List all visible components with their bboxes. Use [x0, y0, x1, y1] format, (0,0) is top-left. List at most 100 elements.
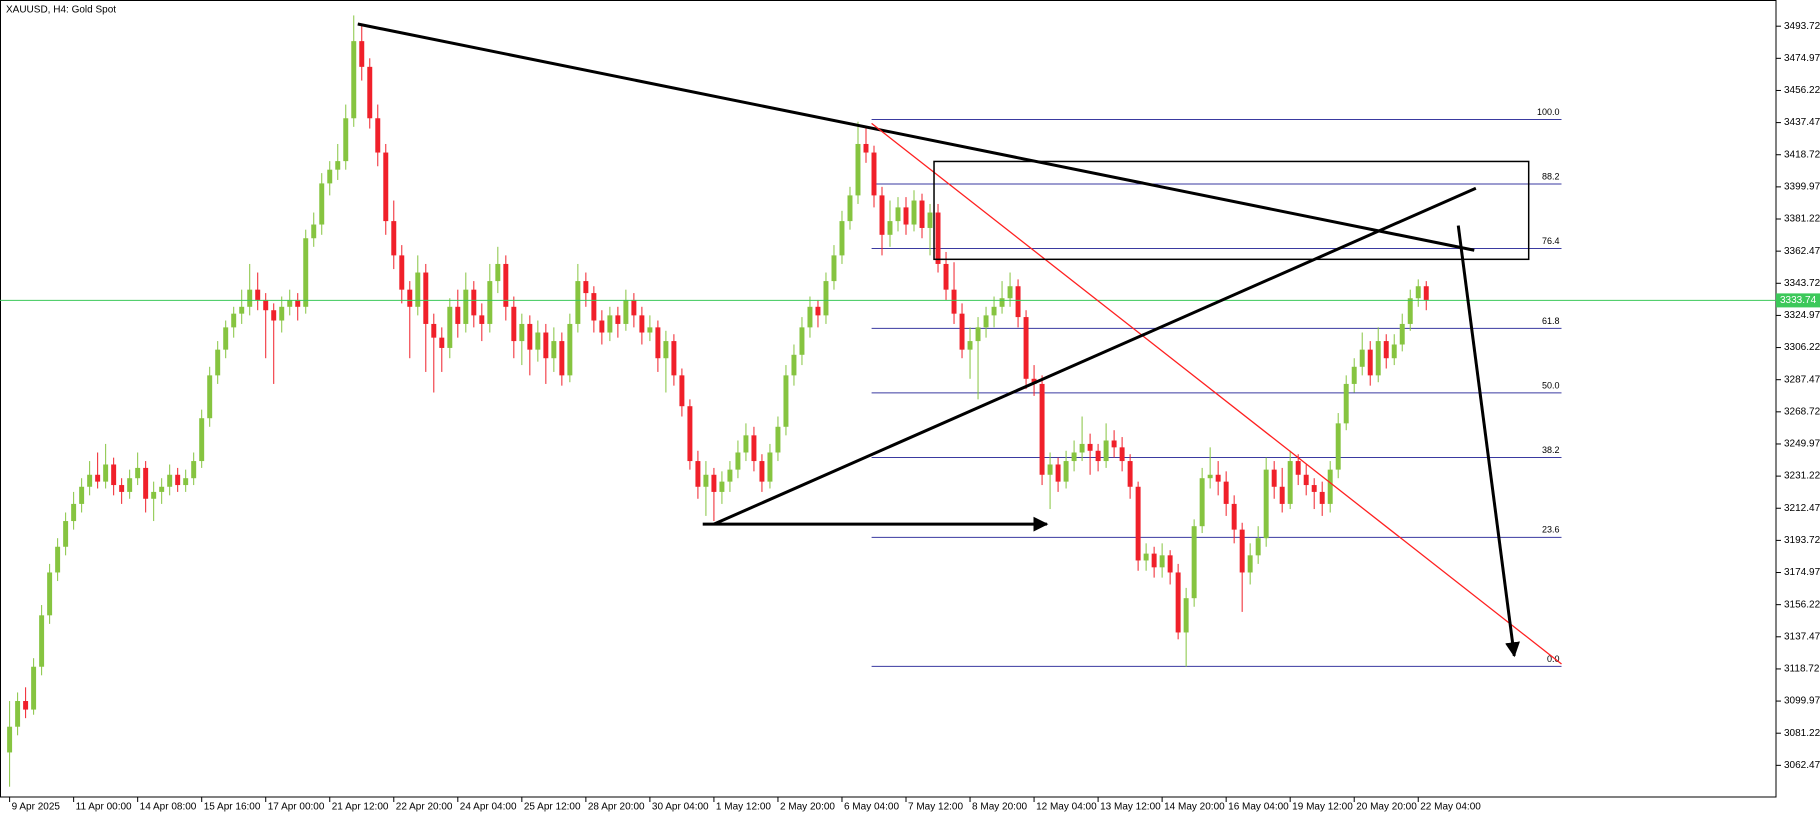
candle-body: [431, 323, 437, 338]
x-tick-label: 20 May 20:00: [1356, 802, 1417, 813]
candle-body: [191, 461, 197, 479]
fib-label: 0.0: [1547, 654, 1560, 664]
y-tick-label: 3268.72: [1784, 406, 1820, 417]
candle-body: [919, 200, 925, 228]
candle-body: [783, 375, 789, 427]
candle-body: [119, 485, 125, 492]
candle-body: [31, 666, 37, 710]
x-tick-label: 22 Apr 20:00: [396, 802, 453, 813]
candle-body: [743, 435, 749, 453]
candle-body: [1047, 464, 1053, 475]
candle-body: [199, 418, 205, 462]
candle-body: [439, 337, 445, 348]
candle-body: [1015, 286, 1021, 318]
candle-body: [1103, 440, 1109, 462]
candle-body: [1191, 526, 1197, 599]
candle-body: [1127, 461, 1133, 487]
candle-body: [663, 341, 669, 359]
candle-body: [527, 323, 533, 350]
candle-body: [1311, 485, 1317, 492]
y-tick-label: 3118.72: [1784, 664, 1820, 675]
x-tick-label: 2 May 20:00: [780, 802, 835, 813]
y-tick-label: 3081.22: [1784, 728, 1820, 739]
candle-body: [1367, 349, 1373, 376]
candle-body: [207, 375, 213, 419]
candle-body: [1039, 383, 1045, 475]
candle-body: [1327, 469, 1333, 504]
trend-line: [871, 122, 1562, 665]
candle-body: [479, 315, 485, 324]
candle-body: [1407, 298, 1413, 324]
x-tick-label: 25 Apr 12:00: [524, 802, 581, 813]
candle-body: [223, 327, 229, 350]
candle-body: [23, 701, 29, 710]
x-tick-label: 8 May 20:00: [972, 802, 1027, 813]
candle-body: [255, 289, 261, 300]
candle-body: [287, 299, 293, 307]
x-tick-label: 12 May 04:00: [1036, 802, 1097, 813]
candle-body: [543, 332, 549, 359]
candle-body: [943, 263, 949, 290]
candle-body: [303, 238, 309, 307]
y-tick-label: 3212.47: [1784, 503, 1820, 514]
candle-body: [351, 41, 357, 119]
candle-body: [847, 195, 853, 222]
candle-body: [831, 255, 837, 282]
candle-body: [1215, 474, 1221, 482]
y-tick-label: 3231.22: [1784, 471, 1820, 482]
y-tick-label: 3362.47: [1784, 246, 1820, 257]
x-tick-label: 15 Apr 16:00: [204, 802, 261, 813]
fib-label: 50.0: [1542, 380, 1560, 390]
fib-label: 23.6: [1542, 525, 1560, 535]
candle-body: [719, 481, 725, 492]
candle-body: [47, 572, 53, 616]
y-tick-label: 3493.72: [1784, 21, 1820, 32]
x-tick-label: 24 Apr 04:00: [460, 802, 517, 813]
fib-label: 88.2: [1542, 171, 1560, 181]
candle-body: [1415, 286, 1421, 299]
candle-body: [855, 143, 861, 196]
candle-body: [991, 306, 997, 316]
candle-body: [1391, 344, 1397, 359]
candle-body: [759, 461, 765, 482]
candle-body: [575, 281, 581, 324]
candle-body: [511, 306, 517, 342]
candle-body: [1383, 341, 1389, 359]
candle-body: [967, 341, 973, 350]
candle-body: [839, 221, 845, 256]
candle-body: [1303, 474, 1309, 486]
candle-body: [359, 41, 365, 67]
candle-body: [567, 323, 573, 376]
candle-body: [159, 486, 165, 492]
candle-body: [935, 212, 941, 264]
candle-body: [399, 255, 405, 290]
candle-body: [167, 474, 173, 487]
candle-body: [239, 306, 245, 314]
candle-body: [551, 341, 557, 359]
candle-body: [103, 464, 109, 482]
candle-body: [1263, 469, 1269, 539]
candle-body: [391, 221, 397, 256]
candle-body: [751, 435, 757, 462]
candle-body: [231, 313, 237, 328]
candle-body: [423, 272, 429, 324]
candle-body: [823, 281, 829, 316]
candle-body: [535, 332, 541, 350]
candle-body: [471, 289, 477, 316]
candle-body: [615, 315, 621, 324]
candle-body: [767, 452, 773, 482]
y-tick-label: 3418.72: [1784, 149, 1820, 160]
candle-body: [775, 426, 781, 453]
y-tick-label: 3137.47: [1784, 631, 1820, 642]
candle-body: [815, 306, 821, 316]
candle-body: [599, 320, 605, 333]
candle-body: [1095, 450, 1101, 462]
fib-label: 76.4: [1542, 236, 1560, 246]
candle-body: [487, 281, 493, 324]
candle-body: [863, 143, 869, 153]
candle-body: [135, 467, 141, 479]
candle-body: [143, 467, 149, 499]
x-tick-label: 17 Apr 00:00: [268, 802, 325, 813]
candle-body: [1423, 286, 1429, 300]
candle-body: [1247, 555, 1253, 573]
